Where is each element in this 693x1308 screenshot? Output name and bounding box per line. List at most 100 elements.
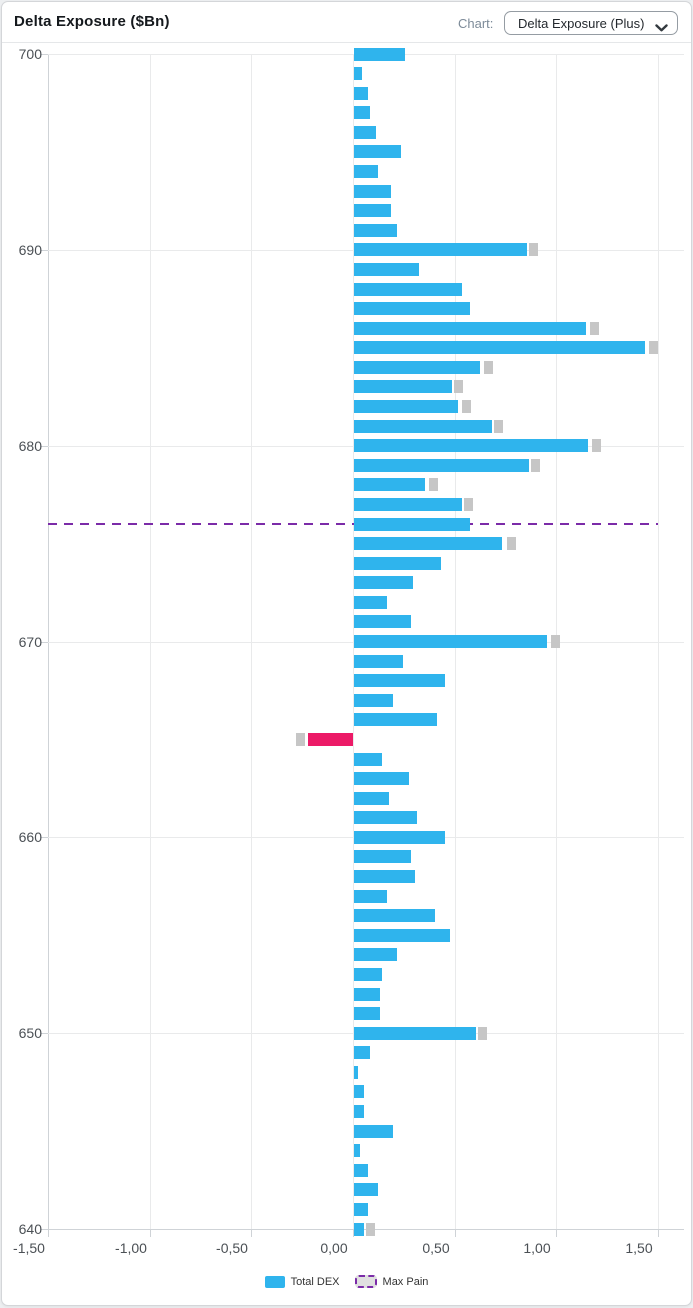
y-tick-label: 640	[18, 1221, 42, 1237]
dex-bar-665[interactable]	[308, 732, 353, 746]
max-pain-line	[48, 523, 658, 525]
dex-bar-676[interactable]	[354, 517, 470, 531]
dex-bar-655[interactable]	[354, 928, 450, 942]
dex-bar-646[interactable]	[354, 1105, 365, 1118]
dex-bar-640[interactable]	[354, 1222, 365, 1236]
dex-bar-677[interactable]	[354, 497, 462, 511]
marker-square-690	[529, 243, 538, 257]
x-axis-line	[48, 1229, 684, 1230]
y-axis-tick	[41, 54, 48, 55]
dex-bar-675[interactable]	[354, 537, 503, 551]
dex-bar-672[interactable]	[354, 595, 387, 609]
dex-bar-652[interactable]	[354, 987, 381, 1001]
x-axis-tick	[556, 1229, 557, 1237]
marker-square-640	[366, 1222, 376, 1236]
dex-bar-687[interactable]	[354, 302, 470, 316]
dex-bar-653[interactable]	[354, 967, 383, 981]
dex-bar-690[interactable]	[354, 243, 527, 257]
dex-bar-661[interactable]	[354, 811, 418, 825]
dex-bar-682[interactable]	[354, 400, 458, 413]
marker-square-686	[589, 321, 599, 335]
dex-bar-648[interactable]	[354, 1065, 359, 1079]
dex-bar-664[interactable]	[354, 752, 383, 766]
dex-bar-649[interactable]	[354, 1046, 371, 1060]
dex-bar-681[interactable]	[354, 419, 493, 433]
marker-square-675	[506, 537, 516, 551]
dex-bar-662[interactable]	[354, 791, 389, 805]
marker-square-684	[484, 360, 494, 374]
dex-bar-688[interactable]	[354, 282, 462, 296]
marker-square-678	[429, 478, 439, 492]
dex-bar-645[interactable]	[354, 1124, 393, 1138]
dex-bar-642[interactable]	[354, 1183, 379, 1197]
dex-bar-644[interactable]	[354, 1144, 361, 1158]
dex-bar-651[interactable]	[354, 1007, 381, 1021]
dex-bar-694[interactable]	[354, 165, 379, 178]
x-tick-label: -0,50	[216, 1240, 248, 1256]
dex-bar-700[interactable]	[354, 47, 405, 61]
dex-bar-670[interactable]	[354, 635, 548, 648]
dex-bar-663[interactable]	[354, 772, 409, 786]
y-tick-label: 670	[18, 634, 42, 650]
dex-bar-671[interactable]	[354, 615, 411, 629]
dex-bar-678[interactable]	[354, 478, 426, 492]
marker-square-680	[592, 439, 602, 453]
dex-bar-695[interactable]	[354, 145, 401, 159]
x-tick-label: 0,00	[320, 1240, 348, 1256]
dex-bar-643[interactable]	[354, 1163, 369, 1177]
dex-bar-658[interactable]	[354, 870, 415, 883]
dex-bar-659[interactable]	[354, 850, 411, 864]
header-divider	[2, 42, 691, 43]
dex-bar-697[interactable]	[354, 106, 371, 120]
dex-bar-698[interactable]	[354, 86, 369, 100]
dex-bar-673[interactable]	[354, 576, 413, 590]
dex-bar-680[interactable]	[354, 439, 588, 453]
dex-bar-667[interactable]	[354, 693, 393, 707]
x-axis-tick	[353, 1229, 354, 1237]
dex-bar-684[interactable]	[354, 360, 481, 374]
dex-bar-660[interactable]	[354, 830, 446, 844]
marker-square-683	[453, 380, 463, 394]
dex-bar-689[interactable]	[354, 262, 420, 276]
chart-type-dropdown-value: Delta Exposure (Plus)	[518, 16, 645, 31]
dex-bar-691[interactable]	[354, 223, 397, 237]
dex-bar-696[interactable]	[354, 125, 377, 139]
chart-type-dropdown[interactable]: Delta Exposure (Plus)	[504, 11, 678, 35]
dex-bar-674[interactable]	[354, 556, 442, 570]
marker-square-677	[463, 497, 473, 511]
y-axis-tick	[41, 1033, 48, 1034]
x-tick-label: 0,50	[422, 1240, 450, 1256]
x-tick-label: -1,00	[115, 1240, 147, 1256]
dex-bar-666[interactable]	[354, 713, 438, 727]
x-axis-tick	[658, 1229, 659, 1237]
dex-bar-685[interactable]	[354, 341, 645, 355]
dex-bar-647[interactable]	[354, 1085, 365, 1099]
legend-item-max-pain[interactable]: Max Pain	[354, 1275, 429, 1288]
max-pain-swatch-icon	[354, 1275, 377, 1288]
v-gridline	[658, 54, 659, 1229]
y-tick-label: 650	[18, 1025, 42, 1041]
dex-bar-669[interactable]	[354, 654, 403, 668]
dex-bar-650[interactable]	[354, 1026, 476, 1040]
dex-bar-683[interactable]	[354, 380, 452, 394]
dex-bar-657[interactable]	[354, 889, 387, 903]
dex-bar-699[interactable]	[354, 67, 363, 81]
y-axis-tick	[41, 1229, 48, 1230]
dex-bar-686[interactable]	[354, 321, 586, 335]
marker-square-650	[478, 1026, 488, 1040]
max-pain-label: Max Pain	[382, 1275, 429, 1288]
dex-bar-654[interactable]	[354, 948, 397, 962]
dex-bar-656[interactable]	[354, 909, 436, 923]
dex-bar-679[interactable]	[354, 458, 529, 472]
dex-bar-692[interactable]	[354, 204, 391, 218]
y-axis-tick	[41, 837, 48, 838]
total-dex-swatch-icon	[264, 1275, 285, 1288]
dex-bar-693[interactable]	[354, 184, 391, 198]
chart-selector-label: Chart:	[458, 16, 494, 31]
legend-item-total-dex[interactable]: Total DEX	[264, 1275, 340, 1288]
v-gridline	[251, 54, 252, 1229]
chart-legend: Total DEX Max Pain	[0, 1275, 693, 1288]
dex-bar-641[interactable]	[354, 1202, 369, 1216]
dex-bar-668[interactable]	[354, 674, 446, 688]
